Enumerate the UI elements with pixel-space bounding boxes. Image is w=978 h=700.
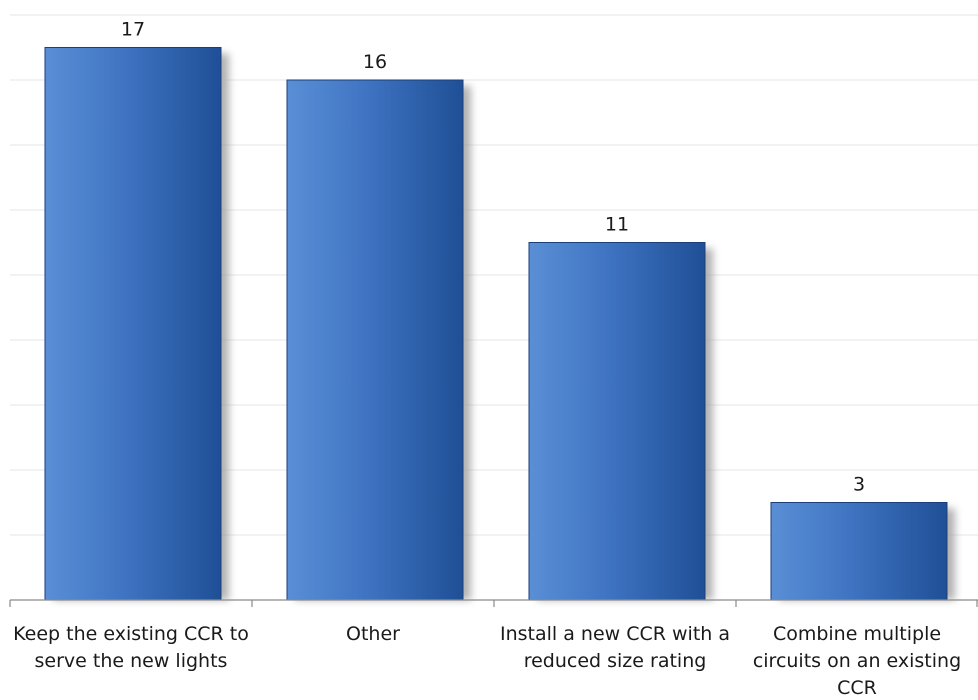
category-label-line: circuits on an existing: [753, 650, 961, 672]
bar: [770, 502, 948, 601]
data-label: 16: [363, 51, 387, 73]
category-label-line: Combine multiple: [773, 623, 941, 645]
category-label-line: Keep the existing CCR to: [13, 623, 249, 645]
data-label: 3: [853, 474, 865, 496]
category-label: Other: [346, 623, 400, 645]
category-label-line: Other: [346, 623, 400, 645]
category-label-line: Install a new CCR with a: [500, 623, 730, 645]
data-label: 17: [121, 19, 145, 41]
bar: [286, 79, 464, 601]
x-axis: [9, 599, 978, 607]
data-label: 11: [605, 214, 629, 236]
category-label: Combine multiple circuits on an existing C…: [753, 623, 961, 699]
category-label-line: CCR: [837, 677, 877, 699]
bar: [528, 242, 706, 601]
category-label: Install a new CCR with a reduced size rat…: [500, 623, 730, 672]
category-label-line: serve the new lights: [35, 650, 228, 672]
category-label: Keep the existing CCR to serve the new li…: [13, 623, 249, 672]
bars: [44, 47, 948, 601]
bar: [44, 47, 222, 601]
category-labels: Keep the existing CCR to serve the new li…: [13, 623, 961, 699]
category-label-line: reduced size rating: [524, 650, 707, 672]
value-labels: 17 16 11 3: [121, 19, 865, 496]
